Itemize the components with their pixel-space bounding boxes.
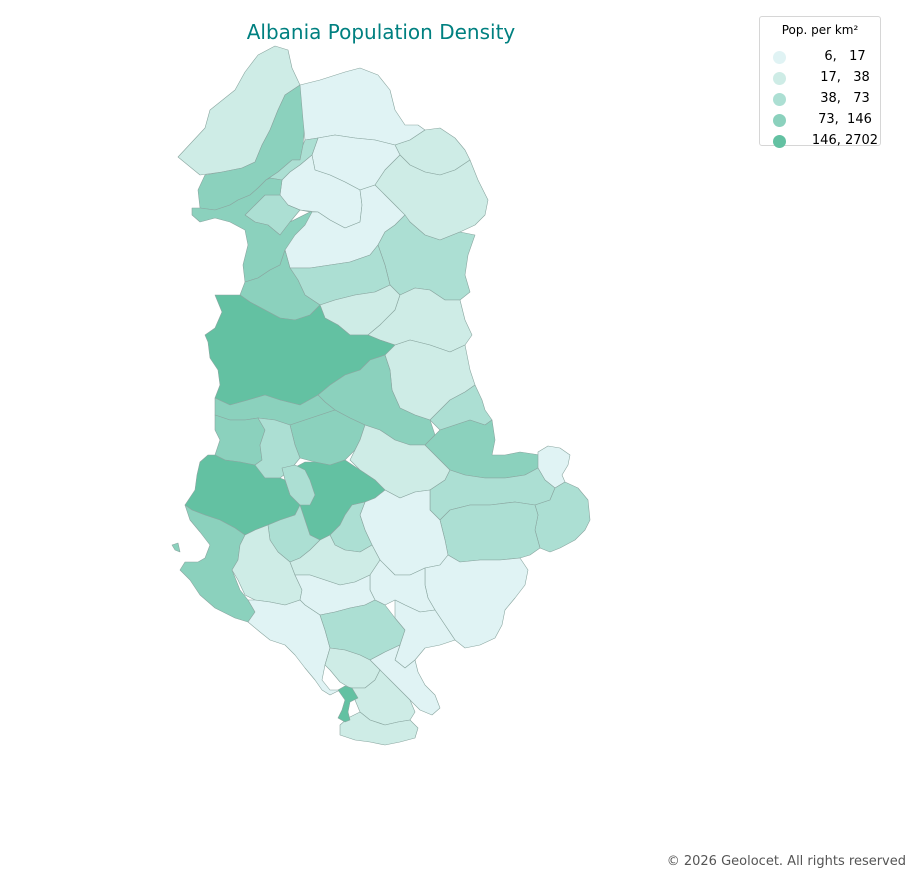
- legend-swatch-icon: [773, 72, 786, 85]
- region[interactable]: [394, 599, 456, 669]
- region[interactable]: [171, 542, 181, 553]
- legend-item: 146, 2702: [770, 131, 882, 151]
- region[interactable]: [191, 177, 313, 283]
- legend: Pop. per km² 6, 17 17, 38 38, 73 73, 146…: [759, 16, 882, 148]
- legend-label: 146, 2702: [811, 133, 879, 148]
- region[interactable]: [339, 711, 419, 746]
- copyright-footer: © 2026 Geolocet. All rights reserved: [666, 854, 906, 869]
- legend-item: 73, 146: [770, 110, 882, 130]
- legend-swatch-icon: [773, 51, 786, 64]
- legend-item: 6, 17: [770, 47, 882, 67]
- legend-swatch-icon: [773, 135, 786, 148]
- map-title: Albania Population Density: [246, 20, 516, 44]
- legend-swatch-icon: [773, 114, 786, 127]
- legend-label: 38, 73: [820, 91, 870, 106]
- region[interactable]: [299, 67, 426, 146]
- region[interactable]: [439, 501, 541, 563]
- region[interactable]: [247, 599, 341, 696]
- legend-item: 38, 73: [770, 89, 882, 109]
- legend-title: Pop. per km²: [781, 23, 859, 37]
- legend-label: 73, 146: [818, 112, 872, 127]
- region[interactable]: [214, 414, 266, 466]
- legend-label: 17, 38: [820, 70, 870, 85]
- region[interactable]: [337, 685, 359, 723]
- legend-swatch-icon: [773, 93, 786, 106]
- legend-label: 6, 17: [824, 49, 866, 64]
- legend-item: 17, 38: [770, 68, 882, 88]
